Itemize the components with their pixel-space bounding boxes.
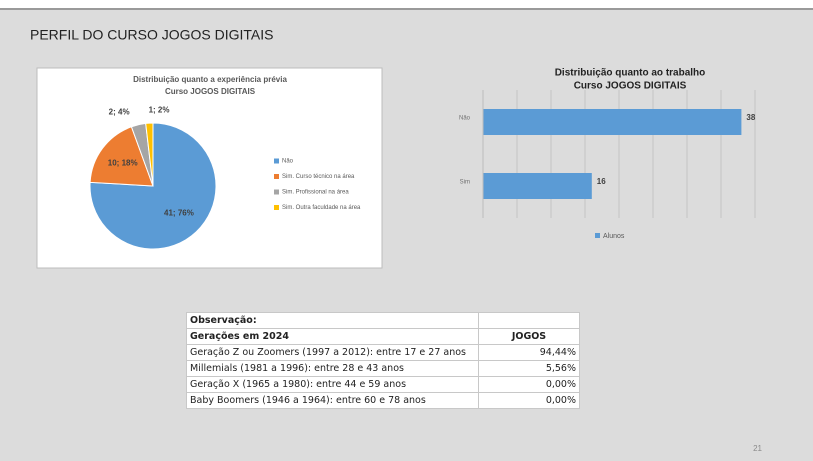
table-header: JOGOS	[478, 328, 580, 345]
legend-swatch	[274, 205, 279, 210]
legend-label: Sim. Outra faculdade na área	[282, 205, 361, 211]
table-cell: Geração Z ou Zoomers (1997 a 2012): entr…	[186, 344, 479, 361]
table-cell: Baby Boomers (1946 a 1964): entre 60 e 7…	[186, 392, 479, 409]
table-header: Gerações em 2024	[186, 328, 479, 345]
table-cell	[478, 312, 580, 329]
generations-table: Observação: Gerações em 2024 JOGOS Geraçã…	[186, 312, 580, 409]
legend-swatch	[274, 158, 279, 164]
bar	[483, 109, 742, 135]
table-cell: Millemials (1981 a 1996): entre 28 e 43 …	[186, 360, 479, 377]
data-label: 1; 2%	[149, 106, 170, 115]
table-cell: Geração X (1965 a 1980): entre 44 e 59 a…	[186, 376, 479, 393]
pie-subtitle: Curso JOGOS DIGITAIS	[165, 87, 256, 96]
table-cell: 5,56%	[478, 360, 580, 377]
bar-subtitle: Curso JOGOS DIGITAIS	[574, 81, 687, 92]
category-label: Não	[459, 116, 471, 122]
legend-label: Não	[282, 159, 294, 165]
table-cell: 0,00%	[478, 376, 580, 393]
legend-label: Sim. Curso técnico na área	[282, 174, 355, 180]
data-label: 16	[597, 177, 606, 186]
pie-slice	[145, 122, 154, 187]
table-caption: Observação:	[186, 312, 479, 329]
bar	[483, 173, 592, 199]
data-label: 41; 76%	[164, 209, 194, 218]
legend-label: Alunos	[603, 233, 625, 240]
bar-title: Distribuição quanto ao trabalho	[555, 68, 706, 79]
legend-label: Sim. Profissional na área	[282, 190, 349, 196]
slide-title: PERFIL DO CURSO JOGOS DIGITAIS	[30, 27, 273, 43]
legend-swatch	[595, 233, 600, 238]
category-label: Sim	[460, 180, 470, 186]
data-label: 10; 18%	[108, 159, 138, 168]
top-band	[0, 0, 813, 10]
pie-title: Distribuição quanto a experiência prévia	[133, 75, 287, 84]
table-cell: 0,00%	[478, 392, 580, 409]
table-cell: 94,44%	[478, 344, 580, 361]
data-label: 38	[746, 113, 755, 122]
page-number: 21	[753, 444, 762, 453]
legend-swatch	[274, 174, 279, 179]
data-label: 2; 4%	[109, 108, 130, 117]
legend-swatch	[274, 189, 279, 195]
pie-slice	[89, 126, 154, 187]
top-rule	[0, 8, 813, 10]
